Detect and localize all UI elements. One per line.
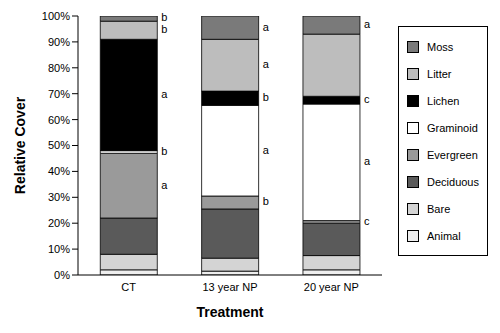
svg-text:c: c (364, 93, 370, 105)
svg-text:a: a (161, 88, 168, 100)
svg-text:b: b (263, 195, 269, 207)
html-text:Lichen: Lichen (427, 94, 460, 107)
svg-text:a: a (263, 21, 270, 33)
svg-text:30%: 30% (48, 191, 70, 203)
svg-text:c: c (364, 215, 370, 227)
html-text:Litter: Litter (427, 67, 452, 80)
svg-text:60%: 60% (48, 114, 70, 126)
svg-text:Treatment: Treatment (197, 304, 264, 320)
svg-text:b: b (161, 11, 167, 23)
svg-text:70%: 70% (48, 88, 70, 100)
svg-text:40%: 40% (48, 165, 70, 177)
svg-text:a: a (161, 179, 168, 191)
svg-text:b: b (161, 23, 167, 35)
svg-text:20 year NP: 20 year NP (304, 281, 359, 293)
svg-text:a: a (364, 155, 371, 167)
html-text:Animal: Animal (427, 229, 461, 242)
svg-text:a: a (364, 18, 371, 30)
svg-text:20%: 20% (48, 217, 70, 229)
svg-text:b: b (161, 145, 167, 157)
svg-text:100%: 100% (42, 10, 70, 22)
svg-text:50%: 50% (48, 139, 70, 151)
html-text:Graminoid: Graminoid (427, 121, 478, 134)
svg-text:CT: CT (121, 281, 136, 293)
svg-text:0%: 0% (54, 269, 70, 281)
svg-text:Relative Cover: Relative Cover (12, 96, 28, 194)
svg-text:80%: 80% (48, 62, 70, 74)
svg-text:90%: 90% (48, 36, 70, 48)
svg-text:10%: 10% (48, 243, 70, 255)
svg-text:b: b (263, 91, 269, 103)
svg-text:a: a (263, 58, 270, 70)
html-text:Bare: Bare (427, 202, 451, 215)
svg-text:a: a (263, 144, 270, 156)
svg-text:13 year NP: 13 year NP (202, 281, 257, 293)
html-text:Moss: Moss (427, 40, 454, 53)
html-text:Deciduous: Deciduous (427, 175, 479, 188)
html-text:Evergreen: Evergreen (427, 148, 478, 161)
